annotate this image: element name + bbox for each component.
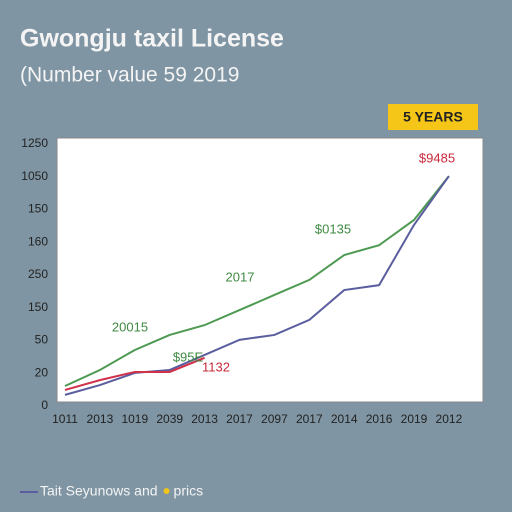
y-tick-label: 150 — [28, 300, 48, 314]
chart-title: Gwongju taxil License — [20, 25, 284, 53]
y-tick-label: 160 — [28, 234, 48, 248]
x-tick-label: 2097 — [261, 412, 288, 426]
y-tick-label: 1250 — [21, 136, 48, 150]
x-tick-label: 2014 — [331, 412, 358, 426]
series-line — [64, 175, 450, 387]
annotation: 1132 — [202, 359, 230, 374]
annotation: $95E — [173, 349, 204, 364]
annotation: $9485 — [419, 150, 455, 165]
annotation: 2017 — [226, 269, 255, 284]
series-line — [64, 356, 205, 391]
legend-swatch — [163, 488, 170, 494]
x-tick-label: 2017 — [226, 412, 253, 426]
badge-label: 5 YEARS — [403, 109, 463, 125]
x-tick-label: 2017 — [296, 412, 323, 426]
legend-label: Tait Seyunows and — [40, 483, 158, 499]
x-tick-label: 2039 — [156, 412, 183, 426]
x-tick-label: 1019 — [121, 412, 148, 426]
series-line — [64, 175, 450, 396]
y-tick-label: 0 — [41, 398, 48, 412]
annotation: $0135 — [315, 221, 351, 236]
x-tick-label: 1011 — [52, 412, 78, 426]
legend-label: prics — [174, 483, 204, 499]
y-tick-label: 20 — [35, 365, 49, 379]
x-tick-label: 2019 — [401, 412, 428, 426]
y-tick-label: 150 — [28, 202, 48, 216]
badge — [388, 104, 478, 130]
y-tick-label: 50 — [35, 333, 49, 347]
annotation: 20015 — [112, 319, 148, 334]
plot-area — [56, 137, 484, 403]
y-tick-label: 1050 — [21, 169, 48, 183]
x-tick-label: 2012 — [436, 412, 463, 426]
y-tick-label: 250 — [28, 267, 48, 281]
x-tick-label: 2013 — [87, 412, 114, 426]
chart-subtitle: (Number value 59 2019 — [20, 64, 239, 87]
x-tick-label: 2016 — [366, 412, 393, 426]
x-tick-label: 2013 — [191, 412, 218, 426]
